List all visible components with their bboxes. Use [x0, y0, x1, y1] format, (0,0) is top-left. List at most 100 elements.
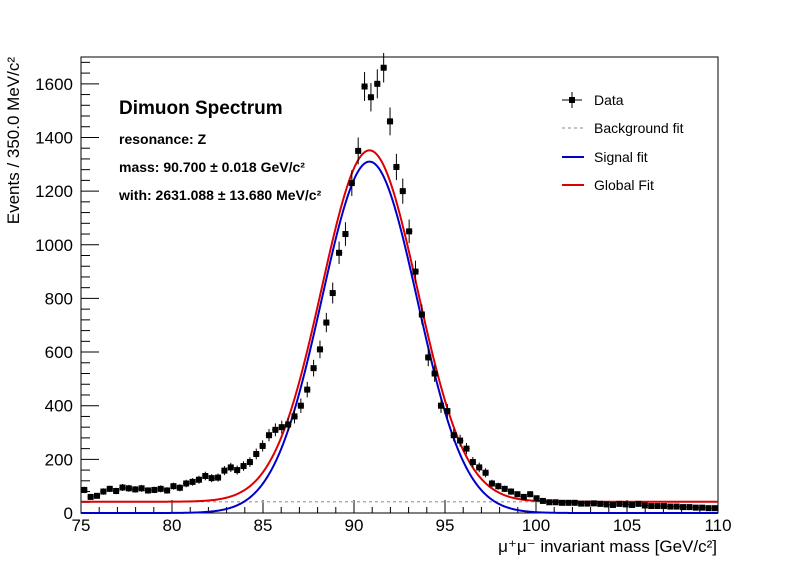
data-point	[195, 475, 203, 484]
data-point	[698, 504, 706, 511]
data-marker	[603, 501, 610, 508]
data-marker	[514, 491, 521, 498]
data-point	[507, 488, 515, 495]
data-marker	[100, 488, 107, 495]
data-point	[488, 479, 496, 488]
data-marker	[578, 500, 585, 507]
data-marker	[240, 463, 247, 470]
x-tick-label: 110	[704, 516, 731, 535]
x-tick-label: 80	[163, 516, 182, 535]
data-point	[622, 501, 629, 508]
data-point	[692, 504, 699, 511]
y-tick-label: 800	[45, 289, 73, 308]
data-point	[437, 398, 445, 413]
data-marker	[699, 504, 706, 511]
data-point	[348, 170, 356, 196]
data-point	[654, 503, 661, 510]
data-marker	[234, 467, 241, 474]
legend-marker-data	[569, 97, 575, 103]
data-point	[374, 69, 381, 99]
data-marker	[113, 488, 120, 495]
data-point	[641, 502, 649, 509]
y-tick-label: 1600	[35, 75, 73, 94]
data-point	[590, 500, 598, 507]
y-tick-label: 400	[45, 397, 73, 416]
data-marker	[546, 499, 553, 506]
data-marker	[399, 188, 406, 195]
data-marker	[138, 485, 145, 492]
data-point	[367, 83, 375, 112]
data-marker	[648, 503, 655, 510]
legend-item-background-fit: Background fit	[562, 120, 684, 136]
data-point	[214, 473, 222, 482]
data-point	[278, 420, 285, 434]
data-marker	[418, 311, 425, 318]
data-point	[304, 381, 311, 398]
data-marker	[711, 505, 718, 512]
data-point	[463, 442, 470, 455]
data-marker	[176, 484, 183, 491]
data-marker	[476, 464, 483, 471]
x-axis: 75 80 85 90 95 100 105 110	[72, 500, 732, 535]
data-point	[679, 504, 687, 511]
data-point	[100, 488, 107, 495]
data-point	[705, 505, 712, 512]
y-tick-label: 1400	[35, 128, 73, 147]
data-marker	[291, 413, 298, 420]
data-point	[119, 484, 126, 492]
data-point	[284, 417, 292, 432]
data-point	[310, 359, 317, 377]
data-marker	[641, 502, 648, 509]
data-marker	[501, 485, 508, 492]
data-point	[609, 501, 617, 508]
data-marker	[635, 500, 642, 507]
data-point	[546, 499, 553, 506]
data-marker	[221, 467, 228, 474]
plot-frame	[80, 56, 719, 514]
x-tick-label: 75	[72, 516, 91, 535]
data-point	[444, 404, 451, 419]
data-marker	[584, 500, 591, 507]
data-point	[571, 499, 578, 506]
global-fit-line	[81, 149, 718, 503]
data-point	[323, 312, 330, 333]
data-marker	[246, 459, 253, 466]
data-point	[616, 500, 623, 507]
data-marker	[355, 147, 362, 154]
data-point	[342, 222, 349, 246]
data-marker	[559, 499, 566, 506]
data-point	[81, 486, 88, 494]
data-marker	[533, 495, 540, 502]
x-tick-label: 95	[436, 516, 455, 535]
data-point	[132, 486, 139, 493]
data-point	[227, 462, 234, 472]
data-marker	[380, 64, 387, 71]
data-marker	[431, 370, 438, 377]
data-point	[380, 52, 387, 83]
data-marker	[164, 487, 171, 494]
data-marker	[132, 486, 139, 493]
data-marker	[94, 492, 101, 499]
data-marker	[227, 464, 234, 471]
data-marker	[686, 504, 693, 511]
y-tick-label: 200	[45, 450, 73, 469]
data-marker	[539, 497, 546, 504]
data-marker	[450, 432, 457, 439]
data-marker	[310, 365, 317, 372]
data-point	[163, 487, 171, 494]
data-point	[183, 479, 190, 488]
data-marker	[81, 486, 88, 493]
data-point	[476, 462, 483, 473]
legend-label-data: Data	[594, 92, 624, 108]
data-marker	[119, 484, 126, 491]
data-marker	[87, 493, 94, 500]
data-point	[151, 486, 158, 494]
x-tick-label: 85	[254, 516, 273, 535]
data-point	[87, 493, 94, 500]
x-axis-label: μ⁺μ⁻ invariant mass [GeV/c²]	[498, 537, 717, 556]
data-point	[106, 485, 113, 493]
data-point	[233, 465, 241, 475]
data-marker	[297, 402, 304, 409]
data-marker	[208, 475, 215, 482]
data-point	[253, 448, 260, 460]
